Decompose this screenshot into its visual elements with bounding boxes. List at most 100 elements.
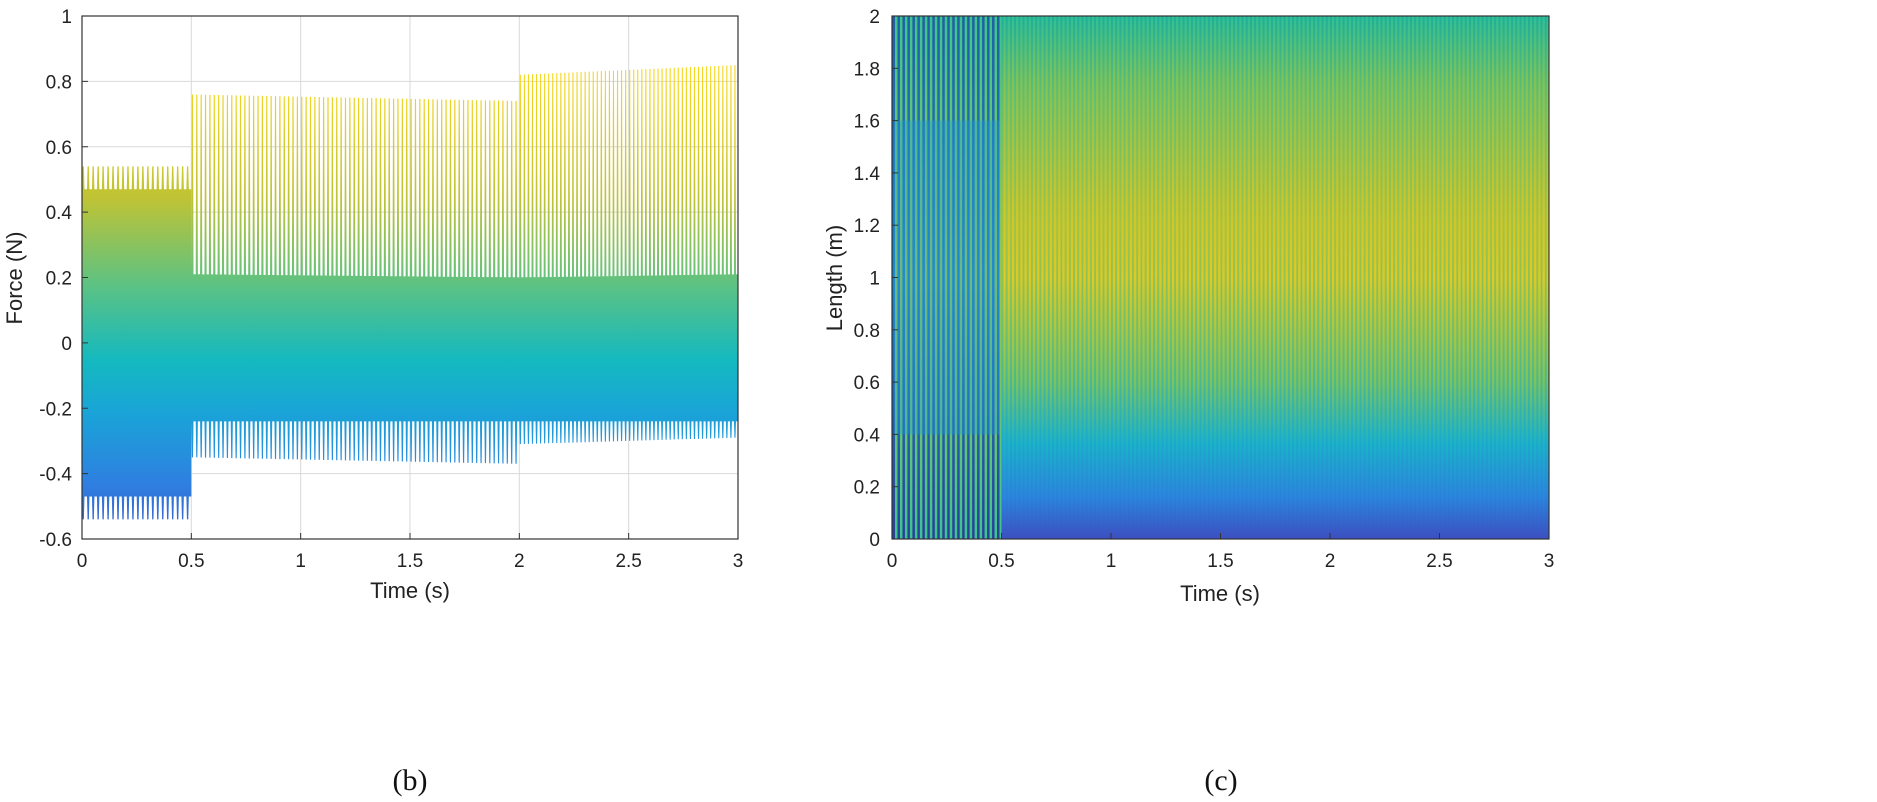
heatmap-stripe	[1393, 16, 1396, 539]
heatmap-stripe	[1296, 16, 1299, 539]
heatmap-center-glow	[894, 120, 1000, 435]
heatmap-stripe	[1009, 16, 1012, 539]
length-x-tick-label: 3	[1544, 551, 1555, 572]
heatmap-stripe	[917, 16, 920, 539]
heatmap-stripe	[1249, 16, 1252, 539]
force-x-tick-label: 3	[733, 551, 744, 572]
heatmap-stripe	[1468, 16, 1471, 539]
caption-b: (b)	[393, 764, 428, 797]
heatmap-stripe	[1165, 16, 1168, 539]
heatmap-stripe	[1212, 16, 1214, 539]
heatmap-stripe	[1527, 16, 1530, 539]
force-y-tick-label: 1	[61, 7, 72, 28]
length-x-tick-label: 0.5	[988, 551, 1014, 572]
heatmap-stripe	[1085, 16, 1088, 539]
heatmap-stripe	[1035, 16, 1038, 539]
heatmap-stripe	[1077, 16, 1080, 539]
length-heatmap: 0 0.5 1 1.5 2 2.5 3 0 0.2 0.4 0.6 0.8 1 1.2 1.4 1.6 1.8…	[822, 7, 1554, 797]
length-x-axis-label: Time (s)	[1180, 581, 1260, 606]
heatmap-stripe	[1254, 16, 1257, 539]
heatmap-stripe	[1271, 16, 1273, 539]
force-y-tick-label: -0.2	[39, 399, 72, 420]
heatmap-stripe	[1418, 16, 1421, 539]
heatmap-stripe	[1279, 16, 1282, 539]
heatmap-stripe	[957, 16, 960, 539]
length-y-tick-label: 1.6	[854, 112, 880, 133]
heatmap-stripe	[1376, 16, 1379, 539]
length-x-ticks: 0 0.5 1 1.5 2 2.5 3	[887, 533, 1555, 572]
force-signal-band	[82, 65, 738, 520]
heatmap-stripe	[1216, 16, 1219, 539]
heatmap-stripe	[1519, 16, 1522, 539]
heatmap-stripe	[1473, 16, 1476, 539]
heatmap-stripe	[997, 16, 1000, 539]
heatmap-stripe	[1182, 16, 1185, 539]
force-y-tick-label: -0.4	[39, 465, 72, 486]
heatmap-stripe	[1481, 16, 1484, 539]
heatmap-stripe	[1119, 16, 1122, 539]
heatmap-stripe	[1001, 16, 1004, 539]
heatmap-stripe	[1022, 16, 1025, 539]
heatmap-stripe	[947, 16, 950, 539]
length-y-tick-label: 0.6	[854, 373, 880, 394]
heatmap-stripe	[1300, 16, 1303, 539]
length-x-tick-label: 1.5	[1207, 551, 1233, 572]
heatmap-stripe	[942, 16, 945, 539]
heatmap-stripe	[1073, 16, 1075, 539]
heatmap-stripe	[1132, 16, 1134, 539]
force-x-tick-label: 0.5	[178, 551, 204, 572]
length-y-axis-label: Length (m)	[822, 225, 847, 331]
heatmap-stripe	[1178, 16, 1181, 539]
heatmap-stripe	[937, 16, 940, 539]
heatmap-stripe	[1321, 16, 1324, 539]
force-x-tick-label: 1	[295, 551, 306, 572]
heatmap-stripe	[1292, 16, 1294, 539]
length-y-tick-label: 2	[869, 7, 880, 28]
heatmap-stripe	[1439, 16, 1442, 539]
force-x-ticks: 0 0.5 1 1.5 2 2.5 3	[77, 533, 744, 572]
heatmap-stripe	[1372, 16, 1375, 539]
heatmap-stripe	[1397, 16, 1400, 539]
heatmap-stripe	[1241, 16, 1244, 539]
heatmap-stripe	[1523, 16, 1526, 539]
heatmap-stripe	[1313, 16, 1316, 539]
heatmap-stripe	[982, 16, 985, 539]
heatmap-stripe	[1544, 16, 1547, 539]
heatmap-stripe	[972, 16, 975, 539]
heatmap-stripe	[1355, 16, 1358, 539]
heatmap-stripe	[1245, 16, 1248, 539]
heatmap-stripe	[1485, 16, 1488, 539]
heatmap-stripe	[1506, 16, 1509, 539]
heatmap-stripe	[1515, 16, 1518, 539]
heatmap-stripe	[922, 16, 925, 539]
heatmap-stripe	[1275, 16, 1278, 539]
heatmap-stripe	[1338, 16, 1341, 539]
force-y-tick-label: 0.4	[46, 203, 73, 224]
heatmap-stripe	[1342, 16, 1345, 539]
force-x-tick-label: 1.5	[397, 551, 423, 572]
heatmap-stripe	[1127, 16, 1130, 539]
heatmap-stripe	[1068, 16, 1071, 539]
heatmap-stripe	[1233, 16, 1236, 539]
heatmap-stripe	[1511, 16, 1513, 539]
heatmap-stripe	[1064, 16, 1067, 539]
heatmap-stripe	[1447, 16, 1450, 539]
heatmap-stripe	[1346, 16, 1349, 539]
heatmap-stripe	[1153, 16, 1156, 539]
force-chart: 0 0.5 1 1.5 2 2.5 3 -0.6 -0.4 -0.2 0 0.2 0.4 0.6 0.8 1…	[2, 7, 743, 797]
heatmap-stripe	[1384, 16, 1387, 539]
heatmap-stripe	[1359, 16, 1362, 539]
heatmap-stripe	[1026, 16, 1029, 539]
heatmap-stripe	[1102, 16, 1105, 539]
heatmap-stripe	[927, 16, 930, 539]
heatmap-stripe	[1494, 16, 1497, 539]
length-y-tick-label: 1.2	[854, 216, 880, 237]
heatmap-stripe	[967, 16, 970, 539]
heatmap-stripe	[1477, 16, 1480, 539]
heatmap-stripe	[1363, 16, 1366, 539]
heatmap-stripe	[1220, 16, 1223, 539]
length-heatmap-stripes	[892, 16, 1549, 539]
heatmap-stripe	[1443, 16, 1446, 539]
heatmap-stripe	[1258, 16, 1261, 539]
heatmap-stripe	[1414, 16, 1417, 539]
